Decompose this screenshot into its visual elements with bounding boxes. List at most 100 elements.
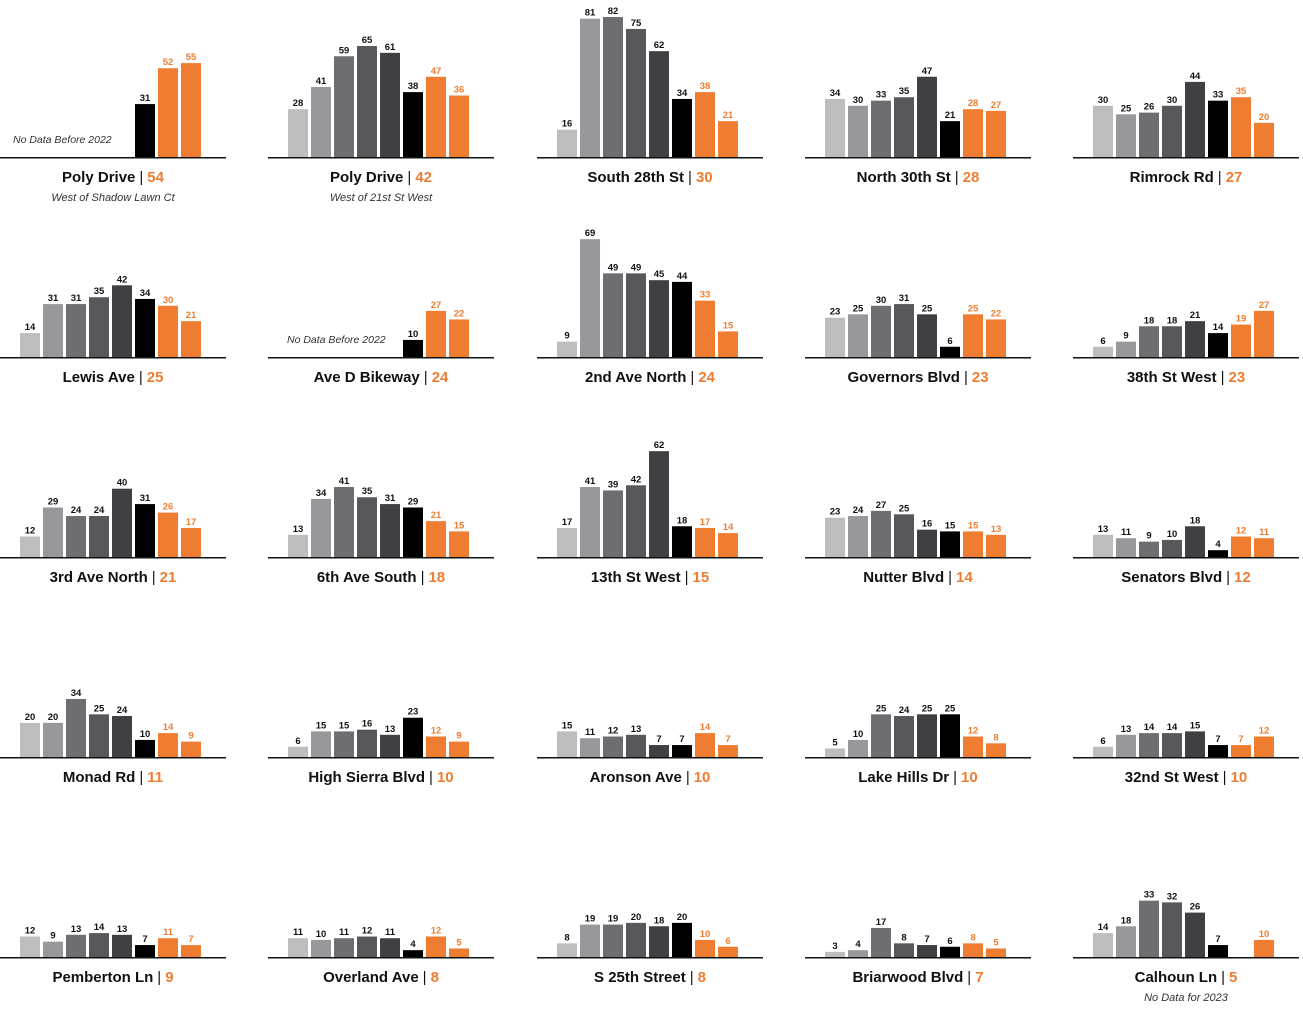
bar bbox=[426, 521, 446, 557]
bar-chart: 9 69 49 49 45 44 33 15 bbox=[537, 228, 763, 359]
bar-value-label: 29 bbox=[408, 496, 419, 507]
bar-chart: 20 20 34 25 24 10 14 9 bbox=[0, 688, 226, 759]
bar-value-label: 31 bbox=[71, 293, 82, 304]
bar-value-label: 10 bbox=[1167, 529, 1178, 540]
bar bbox=[181, 527, 201, 557]
bar-value-label: 25 bbox=[876, 703, 887, 714]
bar-value-label: 4 bbox=[855, 939, 861, 950]
bar bbox=[672, 745, 692, 757]
bar-value-label: 26 bbox=[163, 502, 174, 513]
bar bbox=[357, 497, 377, 557]
bar bbox=[449, 95, 469, 157]
bar-value-label: 30 bbox=[853, 95, 864, 106]
bar bbox=[1208, 100, 1228, 157]
title-separator: | bbox=[429, 769, 433, 786]
bar-value-label: 42 bbox=[631, 474, 642, 485]
chart-subtitle: No Data for 2023 bbox=[1144, 992, 1228, 1004]
street-value: 24 bbox=[431, 369, 449, 386]
bar-value-label: 10 bbox=[408, 329, 419, 340]
street-value: 24 bbox=[698, 369, 715, 386]
bar bbox=[848, 516, 868, 557]
bar bbox=[649, 451, 669, 557]
bar bbox=[89, 297, 109, 357]
chart-panel: 34 30 33 35 47 21 28 27 North 30th St | 28 bbox=[805, 0, 1055, 200]
chart-title: Lewis Ave | 25 bbox=[0, 369, 238, 386]
bar bbox=[557, 341, 577, 357]
bar bbox=[1208, 945, 1228, 957]
bar bbox=[986, 743, 1006, 757]
bar bbox=[403, 92, 423, 157]
bar bbox=[963, 314, 983, 357]
bar-value-label: 30 bbox=[1167, 95, 1178, 106]
bar-value-label: 24 bbox=[71, 505, 82, 516]
bar bbox=[871, 510, 891, 557]
street-value: 18 bbox=[428, 569, 446, 586]
bar bbox=[626, 28, 646, 158]
bar-value-label: 31 bbox=[140, 93, 151, 104]
bar bbox=[1231, 324, 1251, 357]
title-separator: | bbox=[151, 569, 156, 586]
title-separator: | bbox=[423, 369, 428, 386]
bar bbox=[288, 938, 308, 957]
chart-panel: 10 27 22 No Data Before 2022 Ave D Bikeway | 2… bbox=[268, 200, 518, 400]
bar-value-label: 33 bbox=[1144, 890, 1155, 901]
bar-value-label: 20 bbox=[677, 912, 688, 923]
bar bbox=[649, 280, 669, 357]
bar bbox=[917, 76, 937, 157]
no-data-note: No Data Before 2022 bbox=[13, 134, 112, 146]
bar-value-label: 10 bbox=[853, 729, 864, 740]
street-value: 54 bbox=[147, 169, 164, 186]
bar bbox=[695, 733, 715, 757]
bar bbox=[380, 734, 400, 757]
bar bbox=[1116, 926, 1136, 957]
bar-value-label: 33 bbox=[700, 290, 711, 301]
bar-value-label: 14 bbox=[1098, 922, 1109, 933]
bar bbox=[403, 950, 423, 957]
bar bbox=[871, 927, 891, 957]
bar-value-label: 8 bbox=[970, 932, 975, 943]
bar bbox=[718, 745, 738, 757]
bar-value-label: 25 bbox=[945, 703, 956, 714]
bar-value-label: 30 bbox=[876, 295, 887, 306]
bar bbox=[986, 319, 1006, 357]
chart-panel: 6 15 15 16 13 23 12 9 High Sierra Blvd | 10 bbox=[268, 600, 518, 800]
bar-value-label: 24 bbox=[94, 505, 105, 516]
street-name: Monad Rd bbox=[62, 769, 136, 786]
street-name: South 28th St bbox=[587, 169, 685, 186]
bar bbox=[695, 92, 715, 157]
bar bbox=[43, 722, 63, 757]
bar bbox=[288, 109, 308, 157]
bar bbox=[66, 516, 86, 557]
chart-panel: 9 69 49 49 45 44 33 15 2nd Ave North | 24 bbox=[537, 200, 787, 400]
bar-value-label: 14 bbox=[163, 722, 174, 733]
bar bbox=[1185, 321, 1205, 357]
bar-value-label: 7 bbox=[1238, 734, 1243, 745]
bar-value-label: 15 bbox=[454, 520, 465, 531]
bar bbox=[1185, 526, 1205, 557]
bar-value-label: 5 bbox=[993, 937, 999, 948]
street-name: Pemberton Ln bbox=[52, 969, 154, 986]
bar bbox=[1254, 538, 1274, 557]
bar-value-label: 13 bbox=[71, 924, 82, 935]
bar-chart: 28 41 59 65 61 38 47 36 bbox=[268, 35, 494, 159]
chart-panel: 13 34 41 35 31 29 21 15 6th Ave South | 18 bbox=[268, 400, 518, 600]
bar-value-label: 15 bbox=[316, 720, 327, 731]
street-value: 10 bbox=[1230, 769, 1248, 786]
chart-title: Governors Blvd | 23 bbox=[793, 369, 1043, 386]
bar bbox=[1231, 745, 1251, 757]
bar bbox=[1208, 550, 1228, 557]
bar bbox=[695, 939, 715, 957]
bar-value-label: 20 bbox=[48, 712, 59, 723]
bar-value-label: 7 bbox=[656, 734, 661, 745]
bar bbox=[1116, 341, 1136, 357]
bar-value-label: 12 bbox=[431, 726, 442, 737]
street-value: 30 bbox=[695, 169, 713, 186]
chart-title: 6th Ave South | 18 bbox=[256, 569, 506, 586]
bar-value-label: 75 bbox=[631, 18, 642, 29]
bar-value-label: 12 bbox=[25, 926, 36, 937]
bar-value-label: 44 bbox=[677, 271, 688, 282]
street-name: Calhoun Ln bbox=[1134, 969, 1218, 986]
no-data-note: No Data Before 2022 bbox=[287, 334, 386, 346]
bar-value-label: 3 bbox=[832, 941, 837, 952]
bar-chart: 6 9 18 18 21 14 19 27 bbox=[1073, 300, 1299, 359]
